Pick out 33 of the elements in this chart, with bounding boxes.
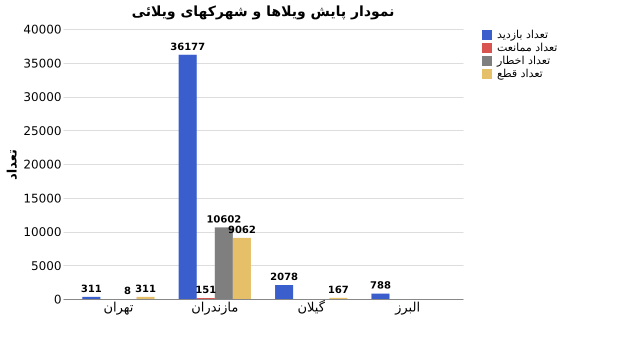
data-label: 8: [124, 286, 131, 297]
y-tick-label: 20000: [23, 158, 62, 172]
data-label: 2078: [270, 272, 298, 283]
y-tick-label: 25000: [23, 124, 62, 138]
legend-label: تعداد بازدید: [497, 28, 548, 41]
legend-label: تعداد اخطار: [496, 54, 550, 67]
data-label: 311: [80, 284, 102, 295]
y-tick-label: 30000: [23, 90, 62, 104]
y-tick-label: 10000: [23, 225, 62, 239]
legend-label: تعداد قطع: [497, 67, 543, 80]
x-tick-label: البرز: [394, 300, 420, 316]
y-axis-title: تعداد: [5, 149, 20, 180]
legend-label: تعداد ممانعت: [497, 41, 558, 54]
data-label: 311: [135, 284, 156, 295]
data-label: 151: [195, 284, 216, 296]
bar: [371, 294, 390, 299]
chart-title: نمودار پایش ویلاها و شهرکهای ویلائی: [132, 4, 394, 20]
x-tick-label: تهران: [103, 300, 134, 316]
bar: [232, 238, 251, 299]
x-tick-label: گیلان: [297, 300, 326, 316]
data-label: 788: [370, 280, 391, 292]
y-tick-label: 0: [54, 292, 62, 306]
y-tick-label: 40000: [23, 22, 62, 36]
x-tick-label: مازندران: [191, 300, 238, 316]
data-label: 9062: [228, 224, 256, 236]
data-label: 36177: [170, 42, 206, 53]
bar: [178, 54, 197, 299]
y-tick-label: 5000: [30, 258, 62, 273]
y-tick-label: 15000: [23, 191, 62, 206]
bar: [275, 284, 294, 299]
y-tick-label: 35000: [23, 56, 62, 70]
data-label: 167: [328, 284, 349, 296]
data-label: 10602: [206, 214, 242, 226]
